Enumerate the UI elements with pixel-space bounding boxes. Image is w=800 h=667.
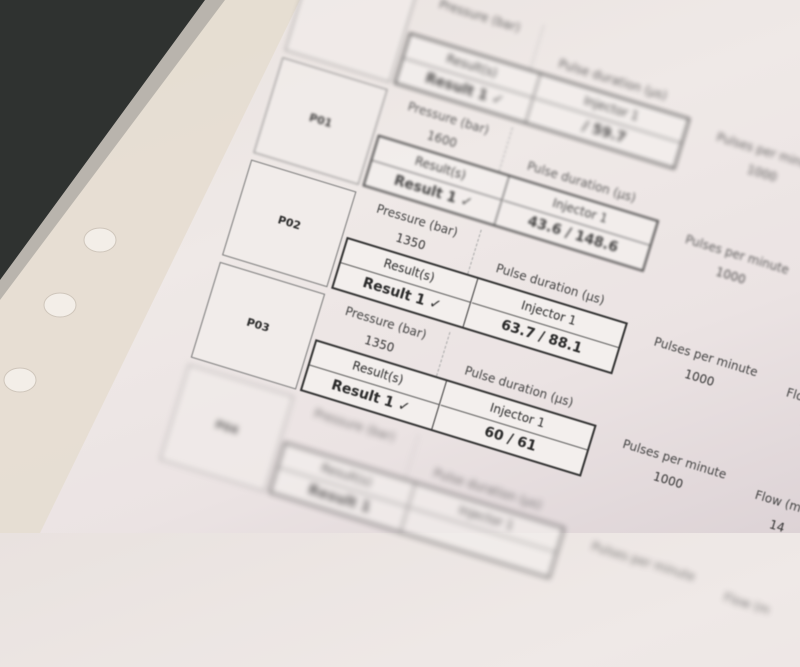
- sleeve-shadow: [0, 0, 225, 300]
- pulses-per-minute-header: Pulses per minute: [589, 539, 697, 585]
- plastic-sleeve-edge: [0, 0, 300, 533]
- flow-header: Flow (m: [722, 590, 772, 618]
- punch-holes: [3, 227, 117, 393]
- background-photo: [0, 0, 300, 533]
